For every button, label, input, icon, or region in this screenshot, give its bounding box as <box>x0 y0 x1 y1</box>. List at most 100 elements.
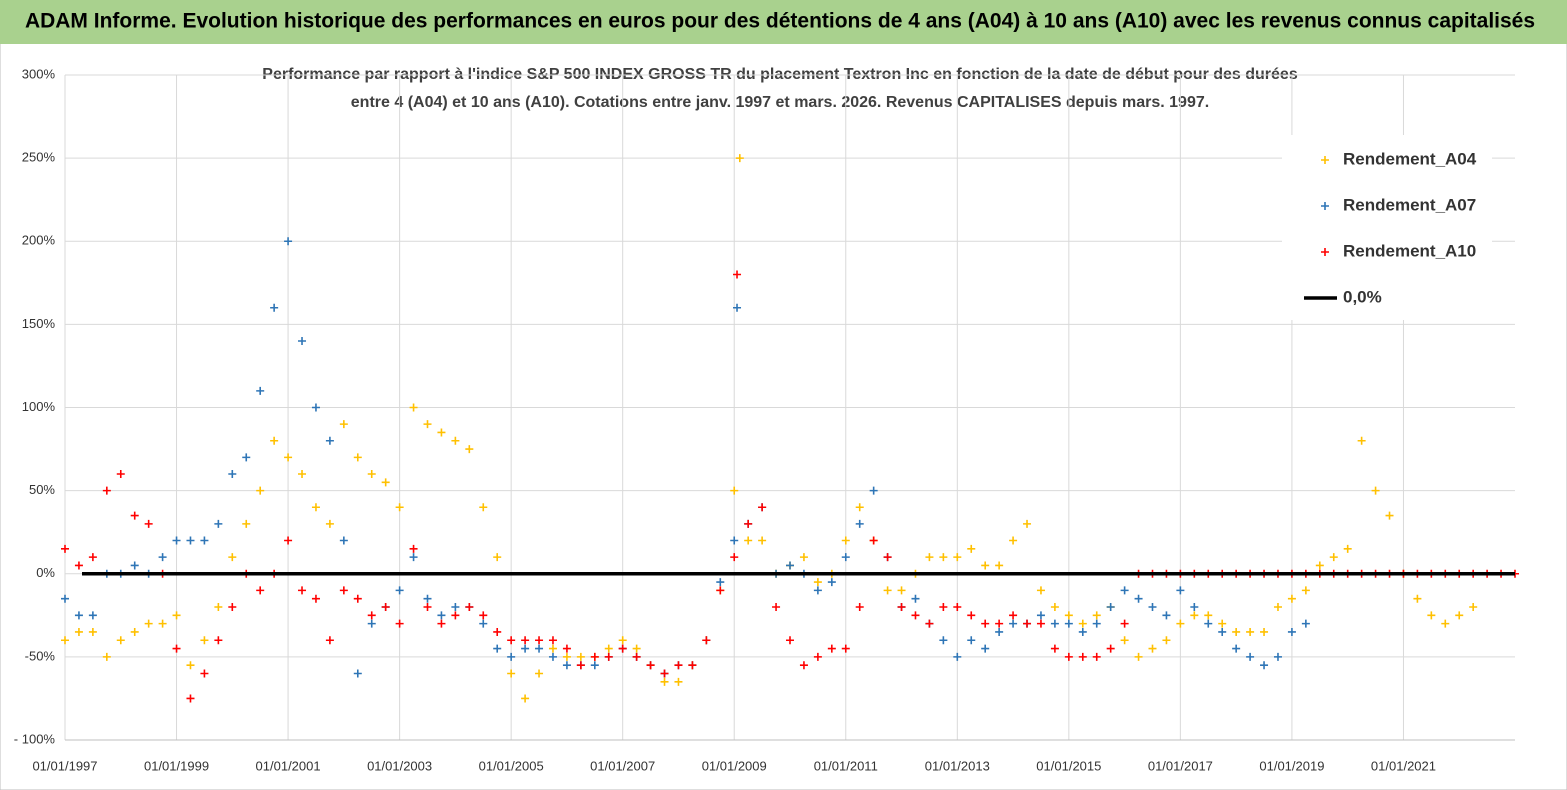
point <box>1218 627 1227 636</box>
point <box>1287 594 1296 603</box>
point <box>1134 652 1143 661</box>
point <box>228 553 237 562</box>
x-tick-label: 01/01/2003 <box>367 758 432 773</box>
point <box>925 619 934 628</box>
point <box>1064 611 1073 620</box>
point <box>967 636 976 645</box>
point <box>437 428 446 437</box>
point <box>311 403 320 412</box>
point <box>1162 636 1171 645</box>
point <box>562 661 571 670</box>
y-tick-label: 250% <box>22 150 56 165</box>
point <box>813 586 822 595</box>
point <box>353 594 362 603</box>
point <box>841 536 850 545</box>
point <box>1315 561 1324 570</box>
point <box>1036 619 1045 628</box>
point <box>88 553 97 562</box>
point <box>256 586 265 595</box>
point <box>1078 627 1087 636</box>
point <box>939 636 948 645</box>
point <box>1427 611 1436 620</box>
point <box>646 661 655 670</box>
legend-label: Rendement_A04 <box>1343 149 1477 168</box>
point <box>395 619 404 628</box>
point <box>1050 603 1059 611</box>
point <box>1009 619 1018 628</box>
point <box>1036 611 1045 620</box>
point <box>953 652 962 661</box>
x-tick-label: 01/01/1997 <box>32 758 97 773</box>
point <box>74 611 83 620</box>
legend-label: Rendement_A07 <box>1343 195 1476 214</box>
point <box>981 561 990 570</box>
point <box>507 636 516 645</box>
point <box>1246 652 1255 661</box>
point <box>981 644 990 653</box>
point <box>144 519 153 528</box>
point <box>535 636 544 645</box>
point <box>883 586 892 595</box>
point <box>1162 611 1171 620</box>
point <box>548 636 557 645</box>
point <box>758 536 767 545</box>
point <box>1078 652 1087 661</box>
point <box>632 644 641 653</box>
point <box>1050 644 1059 653</box>
point <box>521 644 530 653</box>
x-tick-label: 01/01/2001 <box>256 758 321 773</box>
point <box>735 154 744 163</box>
point <box>437 619 446 628</box>
point <box>855 503 864 512</box>
point <box>311 503 320 512</box>
point <box>827 578 836 587</box>
chart-title: ADAM Informe. Evolution historique des p… <box>25 10 1535 33</box>
legend-box <box>1282 135 1492 320</box>
point <box>841 553 850 562</box>
point <box>451 611 460 620</box>
point <box>172 611 181 620</box>
x-tick-label: 01/01/2019 <box>1259 758 1324 773</box>
point <box>61 636 69 645</box>
point <box>102 486 111 495</box>
point <box>74 561 83 570</box>
point <box>409 403 418 412</box>
point <box>1148 644 1157 653</box>
point <box>1260 661 1269 670</box>
legend-label: 0,0% <box>1343 287 1382 306</box>
point <box>953 553 962 562</box>
point <box>172 644 181 653</box>
y-tick-label: -50% <box>25 648 56 663</box>
point <box>618 644 627 653</box>
point <box>733 303 742 312</box>
point <box>1301 619 1310 628</box>
point <box>1385 511 1394 520</box>
point <box>465 603 474 611</box>
point <box>535 644 544 653</box>
point <box>367 470 376 478</box>
point <box>507 652 516 661</box>
point <box>284 536 293 545</box>
point <box>1009 611 1018 620</box>
point <box>339 420 348 429</box>
point <box>855 519 864 528</box>
point <box>451 436 460 445</box>
point <box>1273 652 1282 661</box>
point <box>214 636 223 645</box>
point <box>1078 619 1087 628</box>
point <box>423 420 432 429</box>
point <box>799 661 808 670</box>
point <box>1371 486 1380 495</box>
y-tick-label: 150% <box>22 316 56 331</box>
legend-marker <box>1321 248 1329 256</box>
point <box>632 652 641 661</box>
point <box>298 337 307 345</box>
point <box>1260 627 1269 636</box>
point <box>507 669 516 678</box>
point <box>786 636 794 645</box>
point <box>284 453 293 462</box>
point <box>1009 536 1018 545</box>
point <box>772 603 781 611</box>
point <box>451 603 460 611</box>
